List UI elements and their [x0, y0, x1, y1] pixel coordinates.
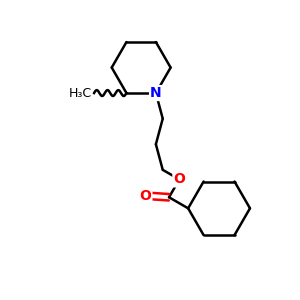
Text: O: O	[173, 172, 185, 186]
Text: N: N	[150, 86, 162, 100]
Text: H₃C: H₃C	[69, 87, 92, 100]
Text: O: O	[140, 189, 152, 203]
